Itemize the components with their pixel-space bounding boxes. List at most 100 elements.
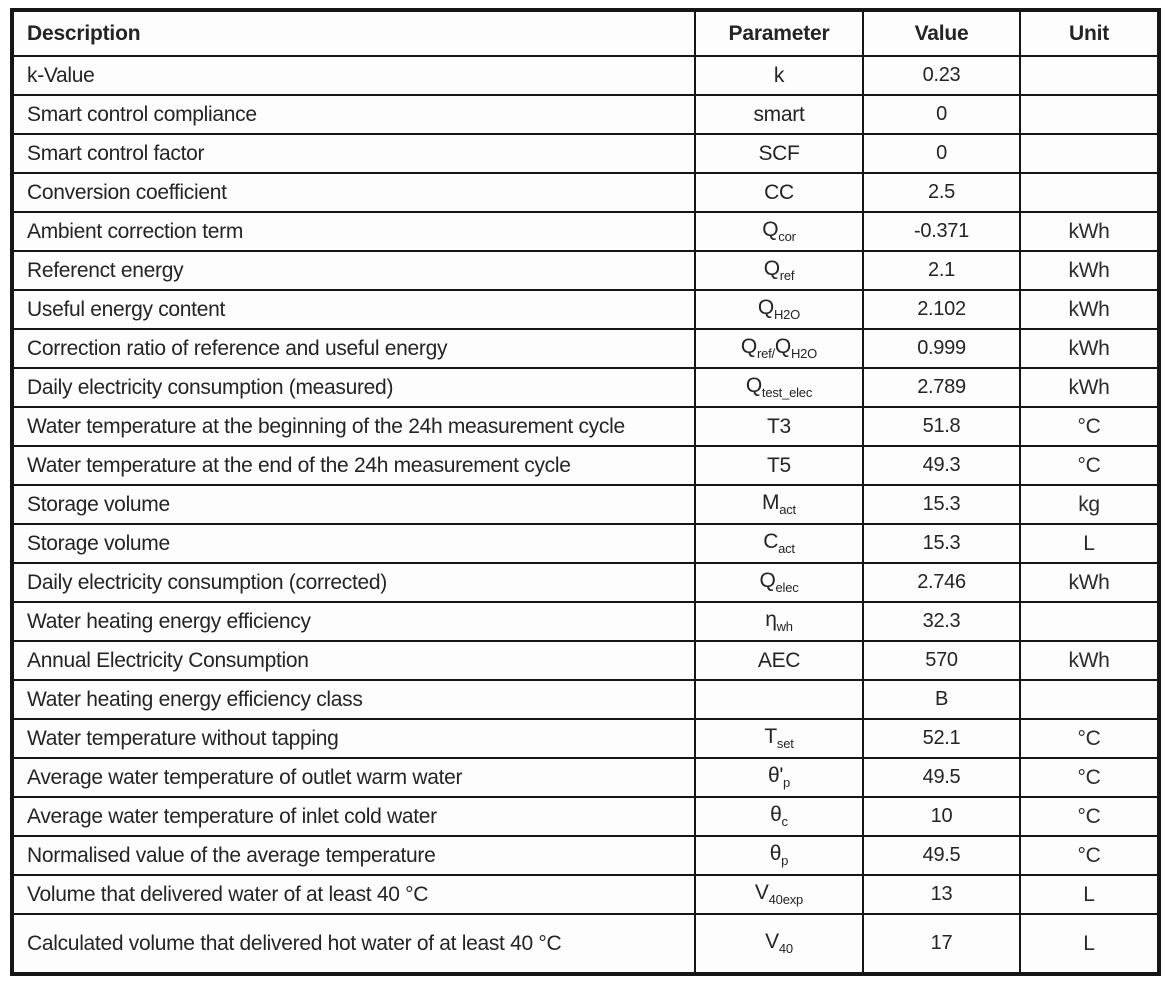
parameter-cell: QH2O xyxy=(694,289,864,330)
unit-cell: kWh xyxy=(1019,289,1160,330)
description-cell: Daily electricity consumption (corrected… xyxy=(11,562,696,603)
value-cell: 15.3 xyxy=(862,523,1021,564)
parameter-cell: T5 xyxy=(694,445,864,486)
description-cell: Conversion coefficient xyxy=(11,172,696,213)
description-cell: Volume that delivered water of at least … xyxy=(11,874,696,915)
description-cell: Water heating energy efficiency xyxy=(11,601,696,642)
table-row: Useful energy content QH2O 2.102 kWh xyxy=(11,289,1160,330)
table-row: Referenct energy Qref 2.1 kWh xyxy=(11,250,1160,291)
unit-cell xyxy=(1019,172,1160,213)
unit-cell: L xyxy=(1019,913,1160,975)
column-header-value: Value xyxy=(862,9,1021,57)
table-row: Water temperature at the beginning of th… xyxy=(11,406,1160,447)
description-cell: Water temperature at the end of the 24h … xyxy=(11,445,696,486)
description-cell: Storage volume xyxy=(11,484,696,525)
value-cell: 49.3 xyxy=(862,445,1021,486)
value-cell: 52.1 xyxy=(862,718,1021,759)
value-cell: 10 xyxy=(862,796,1021,837)
parameter-cell: V40 xyxy=(694,913,864,975)
value-cell: 0.999 xyxy=(862,328,1021,369)
unit-cell xyxy=(1019,679,1160,720)
description-cell: Referenct energy xyxy=(11,250,696,291)
parameter-cell: Mact xyxy=(694,484,864,525)
description-cell: Calculated volume that delivered hot wat… xyxy=(11,913,696,975)
column-header-description: Description xyxy=(11,9,696,57)
description-cell: Smart control compliance xyxy=(11,94,696,135)
parameter-cell: θp xyxy=(694,835,864,876)
table-row: Ambient correction term Qcor -0.371 kWh xyxy=(11,211,1160,252)
value-cell: 2.5 xyxy=(862,172,1021,213)
table-row: Water heating energy efficiency ηwh 32.3 xyxy=(11,601,1160,642)
unit-cell: kWh xyxy=(1019,211,1160,252)
table-row: Average water temperature of inlet cold … xyxy=(11,796,1160,837)
value-cell: 17 xyxy=(862,913,1021,975)
table-row: Correction ratio of reference and useful… xyxy=(11,328,1160,369)
value-cell: 570 xyxy=(862,640,1021,681)
value-cell: 2.1 xyxy=(862,250,1021,291)
description-cell: Ambient correction term xyxy=(11,211,696,252)
parameter-cell: Qref xyxy=(694,250,864,291)
table-row: Smart control compliance smart 0 xyxy=(11,94,1160,135)
unit-cell: °C xyxy=(1019,757,1160,798)
value-cell: 49.5 xyxy=(862,757,1021,798)
parameter-cell: smart xyxy=(694,94,864,135)
parameter-cell: Qtest_elec xyxy=(694,367,864,408)
table-row: k-Value k 0.23 xyxy=(11,55,1160,96)
parameter-cell: Qelec xyxy=(694,562,864,603)
table-row: Calculated volume that delivered hot wat… xyxy=(11,913,1160,975)
table-row: Daily electricity consumption (measured)… xyxy=(11,367,1160,408)
description-cell: Correction ratio of reference and useful… xyxy=(11,328,696,369)
value-cell: 2.102 xyxy=(862,289,1021,330)
description-cell: Water temperature at the beginning of th… xyxy=(11,406,696,447)
table-row: Normalised value of the average temperat… xyxy=(11,835,1160,876)
parameter-cell: Cact xyxy=(694,523,864,564)
table-row: Average water temperature of outlet warm… xyxy=(11,757,1160,798)
unit-cell: °C xyxy=(1019,796,1160,837)
table-row: Storage volume Mact 15.3 kg xyxy=(11,484,1160,525)
unit-cell: °C xyxy=(1019,835,1160,876)
parameter-cell: ηwh xyxy=(694,601,864,642)
description-cell: Daily electricity consumption (measured) xyxy=(11,367,696,408)
column-header-parameter: Parameter xyxy=(694,9,864,57)
parameter-cell: Qcor xyxy=(694,211,864,252)
unit-cell xyxy=(1019,133,1160,174)
description-cell: Water heating energy efficiency class xyxy=(11,679,696,720)
value-cell: 0 xyxy=(862,94,1021,135)
table-row: Water temperature at the end of the 24h … xyxy=(11,445,1160,486)
table-body: k-Value k 0.23 Smart control compliance … xyxy=(11,55,1160,975)
table-row: Smart control factor SCF 0 xyxy=(11,133,1160,174)
description-cell: Normalised value of the average temperat… xyxy=(11,835,696,876)
unit-cell: °C xyxy=(1019,445,1160,486)
value-cell: 0 xyxy=(862,133,1021,174)
parameter-cell: θ'p xyxy=(694,757,864,798)
table-row: Daily electricity consumption (corrected… xyxy=(11,562,1160,603)
parameter-cell: Qref/QH2O xyxy=(694,328,864,369)
description-cell: k-Value xyxy=(11,55,696,96)
value-cell: 15.3 xyxy=(862,484,1021,525)
unit-cell: °C xyxy=(1019,406,1160,447)
unit-cell: L xyxy=(1019,874,1160,915)
value-cell: 2.746 xyxy=(862,562,1021,603)
description-cell: Annual Electricity Consumption xyxy=(11,640,696,681)
table-row: Water heating energy efficiency class B xyxy=(11,679,1160,720)
unit-cell: kg xyxy=(1019,484,1160,525)
description-cell: Storage volume xyxy=(11,523,696,564)
table-row: Conversion coefficient CC 2.5 xyxy=(11,172,1160,213)
parameter-cell: V40exp xyxy=(694,874,864,915)
unit-cell: kWh xyxy=(1019,562,1160,603)
parameter-cell: θc xyxy=(694,796,864,837)
value-cell: -0.371 xyxy=(862,211,1021,252)
table-row: Water temperature without tapping Tset 5… xyxy=(11,718,1160,759)
unit-cell xyxy=(1019,94,1160,135)
unit-cell: kWh xyxy=(1019,640,1160,681)
value-cell: B xyxy=(862,679,1021,720)
value-cell: 51.8 xyxy=(862,406,1021,447)
table-row: Storage volume Cact 15.3 L xyxy=(11,523,1160,564)
unit-cell: kWh xyxy=(1019,250,1160,291)
parameter-cell: Tset xyxy=(694,718,864,759)
description-cell: Smart control factor xyxy=(11,133,696,174)
description-cell: Average water temperature of outlet warm… xyxy=(11,757,696,798)
header-row: Description Parameter Value Unit xyxy=(11,9,1160,57)
unit-cell: kWh xyxy=(1019,328,1160,369)
parameter-cell: AEC xyxy=(694,640,864,681)
